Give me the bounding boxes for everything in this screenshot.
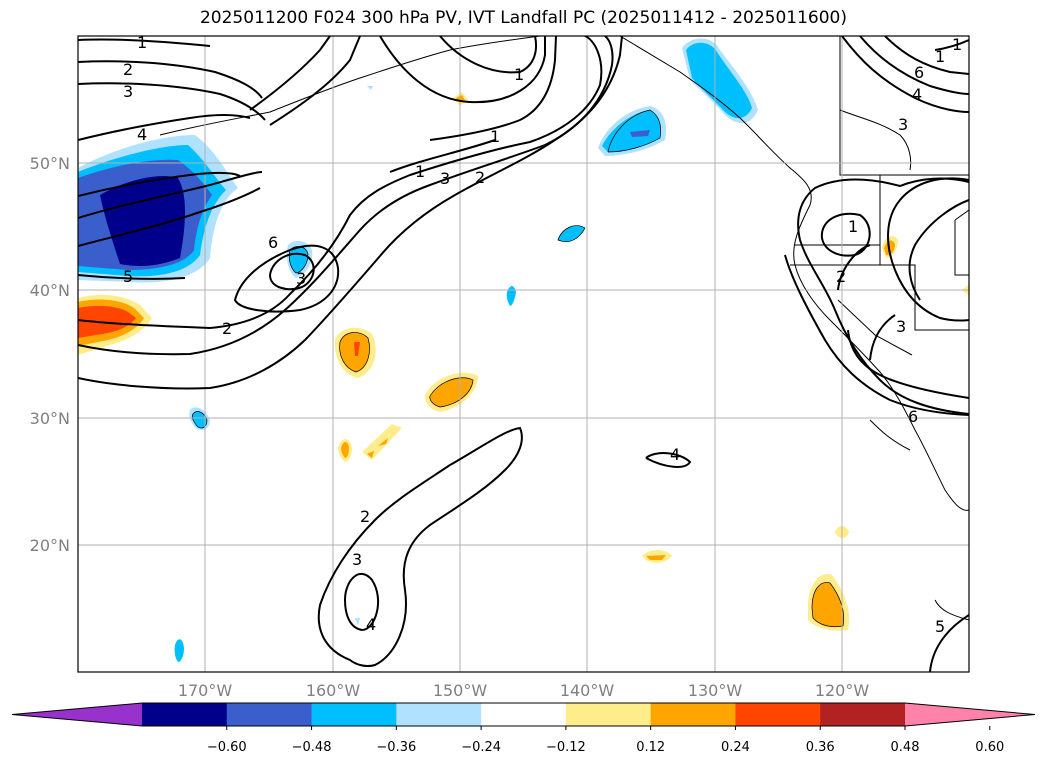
colorbar-tick-label: 0.12 [636, 740, 665, 755]
colorbar-cell [565, 703, 652, 726]
colorbar-tick-label: 0.60 [975, 740, 1004, 755]
contour-label: 1 [490, 127, 500, 146]
colorbar-tick-label: 0.48 [891, 740, 920, 755]
colorbar-tick-label: 0.36 [806, 740, 835, 755]
colorbar-cell [650, 703, 736, 726]
contour-label: 1 [935, 47, 945, 66]
lon-label: 130°W [688, 681, 743, 700]
colorbar-tick-label: −0.12 [546, 740, 586, 755]
lon-label: 140°W [560, 681, 615, 700]
lon-label: 150°W [433, 681, 488, 700]
contour-label: 1 [415, 162, 425, 181]
contour-labels: 1 2 3 4 5 6 3 2 1 3 2 1 1 2 3 4 4 5 6 3 … [123, 33, 962, 636]
lon-label: 120°W [815, 681, 870, 700]
contour-label: 4 [137, 125, 147, 144]
contour-label: 3 [896, 317, 906, 336]
lat-label: 30°N [30, 409, 70, 428]
contour-label: 6 [914, 63, 924, 82]
contour-label: 1 [514, 65, 524, 84]
colorbar-cell [820, 703, 906, 726]
colorbar-tick-label: −0.36 [376, 740, 416, 755]
colorbar-cell [311, 703, 397, 726]
contour-label: 1 [952, 35, 962, 54]
longitude-labels: 170°W 160°W 150°W 140°W 130°W 120°W [178, 681, 870, 700]
figure-title: 2025011200 F024 300 hPa PV, IVT Landfall… [199, 8, 847, 28]
contour-label: 1 [848, 217, 858, 236]
colorbar: −0.60 −0.48 −0.36 −0.24 −0.12 0.12 0.24 0.36 0.4… [11, 702, 1036, 755]
contour-label: 3 [898, 115, 908, 134]
lon-label: 160°W [306, 681, 361, 700]
contour-label: 4 [366, 615, 376, 634]
colorbar-extend-low [12, 703, 142, 726]
contour-label: 3 [123, 82, 133, 101]
colorbar-extend-high [905, 703, 1035, 726]
map-frame [77, 35, 970, 673]
colorbar-cell [226, 703, 313, 726]
latitude-labels: 50°N 40°N 30°N 20°N [30, 154, 70, 555]
contour-label: 2 [123, 60, 133, 79]
pv-shading-negative [78, 38, 758, 662]
colorbar-tick-label: −0.60 [207, 740, 247, 755]
colorbar-cell [735, 703, 821, 726]
colorbar-cell [481, 703, 567, 726]
colorbar-tick-label: 0.24 [721, 740, 750, 755]
contour-label: 3 [352, 550, 362, 569]
contour-label: 1 [137, 33, 147, 52]
lat-label: 50°N [30, 154, 70, 173]
gridlines [78, 36, 969, 672]
contour-label: 6 [268, 233, 278, 252]
contour-label: 2 [222, 319, 232, 338]
lat-label: 20°N [30, 536, 70, 555]
lat-label: 40°N [30, 281, 70, 300]
colorbar-cell [396, 703, 482, 726]
contour-label: 2 [475, 168, 485, 187]
contour-label: 2 [836, 267, 846, 286]
contour-label: 5 [123, 267, 133, 286]
contour-label: 2 [360, 507, 370, 526]
contour-label: 4 [912, 85, 922, 104]
contour-label: 3 [296, 269, 306, 288]
lon-label: 170°W [178, 681, 233, 700]
map-background [78, 36, 969, 672]
contour-label: 3 [440, 169, 450, 188]
contour-label: 6 [908, 407, 918, 426]
contour-label: 4 [670, 445, 680, 464]
pv-contours [78, 36, 969, 672]
colorbar-cell [142, 703, 228, 726]
colorbar-tick-label: −0.24 [461, 740, 501, 755]
contour-label: 5 [935, 617, 945, 636]
colorbar-tick-label: −0.48 [292, 740, 332, 755]
